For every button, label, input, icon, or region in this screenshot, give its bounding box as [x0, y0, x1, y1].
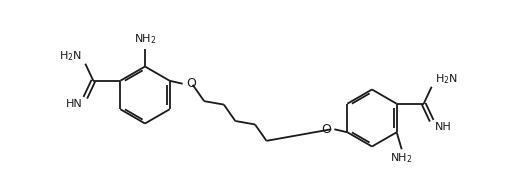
Text: HN: HN: [65, 99, 83, 109]
Text: NH$_2$: NH$_2$: [134, 33, 156, 47]
Text: H$_2$N: H$_2$N: [435, 72, 458, 86]
Text: H$_2$N: H$_2$N: [59, 49, 83, 63]
Text: O: O: [186, 77, 196, 90]
Text: O: O: [321, 123, 331, 136]
Text: NH$_2$: NH$_2$: [390, 151, 413, 165]
Text: NH: NH: [435, 122, 452, 132]
